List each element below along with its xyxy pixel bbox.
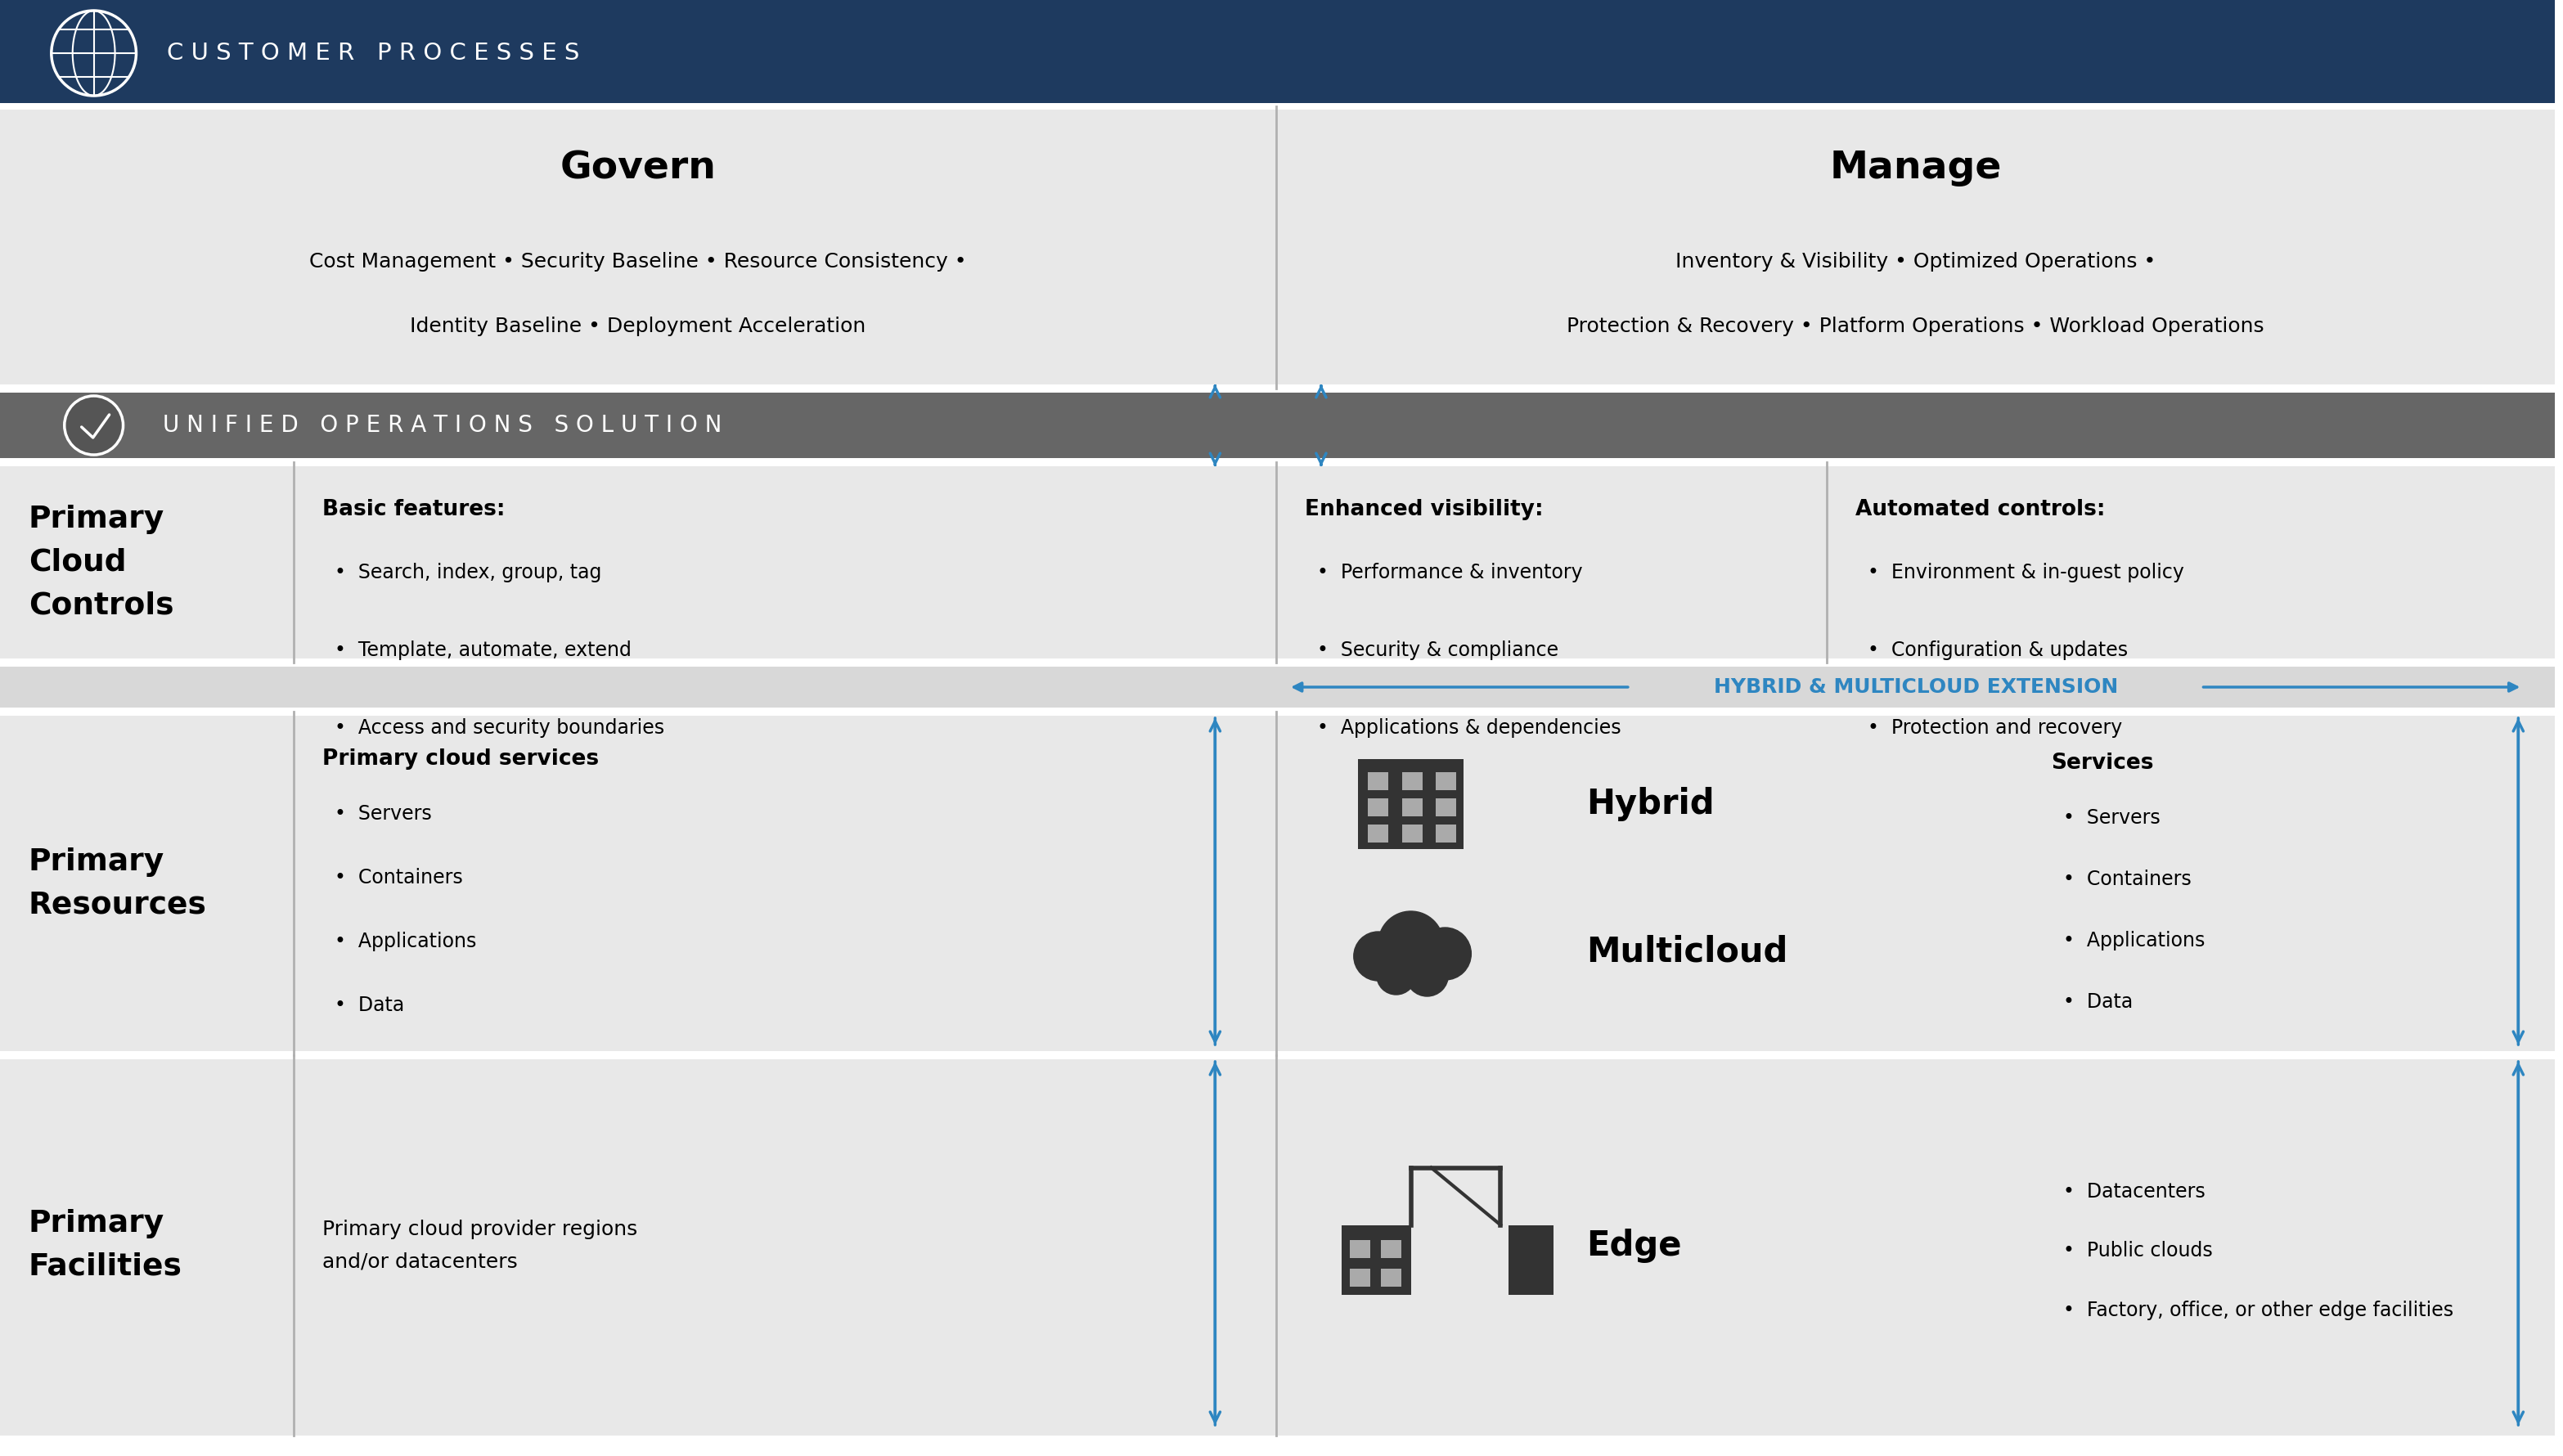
Text: •  Servers: • Servers xyxy=(2063,808,2161,828)
Text: •  Containers: • Containers xyxy=(333,868,461,888)
Bar xyxy=(0,462,2555,662)
Text: •  Applications: • Applications xyxy=(333,932,477,951)
Bar xyxy=(1381,1268,1402,1286)
Text: •  Template, automate, extend: • Template, automate, extend xyxy=(333,641,630,660)
Bar xyxy=(1369,799,1389,817)
Bar xyxy=(0,0,2555,106)
Text: Govern: Govern xyxy=(559,150,715,186)
Bar xyxy=(0,384,2555,393)
Bar xyxy=(1358,760,1463,849)
Text: •  Applications & dependencies: • Applications & dependencies xyxy=(1317,718,1620,738)
Circle shape xyxy=(1407,954,1448,996)
Bar xyxy=(1435,799,1456,817)
Text: •  Datacenters: • Datacenters xyxy=(2063,1182,2204,1203)
Text: Primary cloud provider regions
and/or datacenters: Primary cloud provider regions and/or da… xyxy=(323,1220,638,1271)
Text: Multicloud: Multicloud xyxy=(1586,935,1789,970)
Bar xyxy=(0,103,2555,109)
Text: U N I F I E D   O P E R A T I O N S   S O L U T I O N: U N I F I E D O P E R A T I O N S S O L … xyxy=(164,414,723,437)
Text: •  Applications: • Applications xyxy=(2063,930,2204,951)
Text: Edge: Edge xyxy=(1586,1229,1681,1262)
Bar xyxy=(1402,826,1422,843)
Text: •  Data: • Data xyxy=(2063,992,2132,1012)
Bar xyxy=(1402,799,1422,817)
Bar xyxy=(0,106,2555,389)
Circle shape xyxy=(64,396,123,454)
Text: Cost Management • Security Baseline • Resource Consistency •: Cost Management • Security Baseline • Re… xyxy=(310,252,966,271)
Text: Inventory & Visibility • Optimized Operations •: Inventory & Visibility • Optimized Opera… xyxy=(1676,252,2155,271)
Text: Protection & Recovery • Platform Operations • Workload Operations: Protection & Recovery • Platform Operati… xyxy=(1566,316,2263,336)
Bar xyxy=(1402,773,1422,791)
Text: •  Search, index, group, tag: • Search, index, group, tag xyxy=(333,563,602,582)
Bar xyxy=(0,662,2555,712)
Text: Primary
Cloud
Controls: Primary Cloud Controls xyxy=(28,504,174,620)
Bar xyxy=(1381,1239,1402,1258)
Text: •  Data: • Data xyxy=(333,996,405,1015)
Text: Basic features:: Basic features: xyxy=(323,499,505,520)
Text: •  Security & compliance: • Security & compliance xyxy=(1317,641,1558,660)
Bar xyxy=(0,386,2555,392)
Bar xyxy=(1435,826,1456,843)
Text: Identity Baseline • Deployment Acceleration: Identity Baseline • Deployment Accelerat… xyxy=(410,316,866,336)
Text: •  Environment & in-guest policy: • Environment & in-guest policy xyxy=(1868,563,2184,582)
Bar xyxy=(1510,1224,1553,1294)
Circle shape xyxy=(51,10,136,96)
Text: Hybrid: Hybrid xyxy=(1586,788,1715,821)
Text: •  Public clouds: • Public clouds xyxy=(2063,1242,2212,1261)
Bar xyxy=(1351,1268,1371,1286)
Text: Manage: Manage xyxy=(1830,150,2002,186)
Bar xyxy=(1369,826,1389,843)
Text: •  Access and security boundaries: • Access and security boundaries xyxy=(333,718,664,738)
Bar xyxy=(0,389,2555,462)
Circle shape xyxy=(1376,955,1415,994)
Bar xyxy=(0,1056,2555,1436)
Text: •  Configuration & updates: • Configuration & updates xyxy=(1868,641,2127,660)
Text: •  Performance & inventory: • Performance & inventory xyxy=(1317,563,1581,582)
Bar xyxy=(0,708,2555,716)
Text: Primary
Resources: Primary Resources xyxy=(28,847,208,920)
Bar xyxy=(1369,773,1389,791)
Bar xyxy=(0,709,2555,715)
Circle shape xyxy=(1420,927,1471,980)
Bar xyxy=(1340,1224,1410,1294)
Bar xyxy=(0,459,2555,466)
Text: Primary
Facilities: Primary Facilities xyxy=(28,1208,182,1281)
Bar xyxy=(0,1051,2555,1060)
Text: HYBRID & MULTICLOUD EXTENSION: HYBRID & MULTICLOUD EXTENSION xyxy=(1715,677,2117,697)
Text: •  Factory, office, or other edge facilities: • Factory, office, or other edge facilit… xyxy=(2063,1300,2453,1319)
Text: •  Protection and recovery: • Protection and recovery xyxy=(1868,718,2122,738)
Bar xyxy=(1435,773,1456,791)
Text: Services: Services xyxy=(2050,753,2153,773)
Text: •  Servers: • Servers xyxy=(333,804,431,824)
Text: Automated controls:: Automated controls: xyxy=(1856,499,2104,520)
Text: •  Containers: • Containers xyxy=(2063,869,2191,890)
Bar xyxy=(0,1051,2555,1059)
Text: C U S T O M E R   P R O C E S S E S: C U S T O M E R P R O C E S S E S xyxy=(167,42,579,64)
Bar xyxy=(0,658,2555,667)
Bar xyxy=(1351,1239,1371,1258)
Circle shape xyxy=(1353,932,1402,981)
Bar xyxy=(0,712,2555,1056)
Circle shape xyxy=(1379,911,1443,977)
Text: Primary cloud services: Primary cloud services xyxy=(323,748,600,770)
Text: Enhanced visibility:: Enhanced visibility: xyxy=(1305,499,1543,520)
